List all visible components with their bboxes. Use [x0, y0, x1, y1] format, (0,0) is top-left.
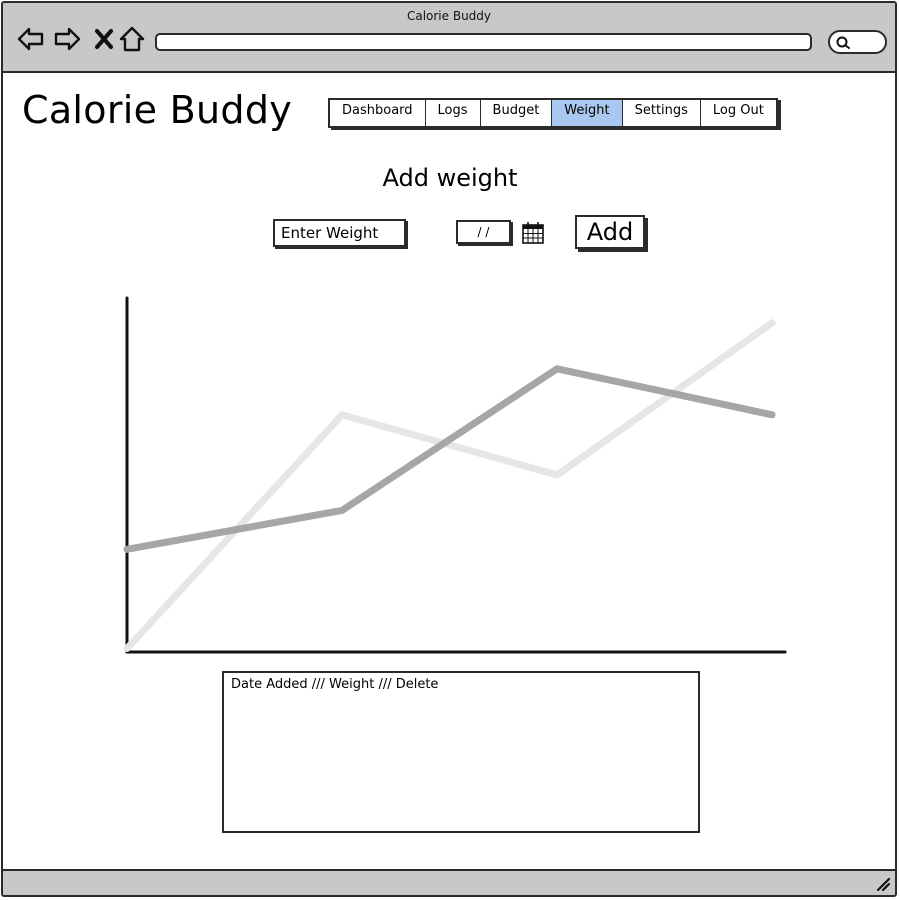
- calendar-icon[interactable]: [521, 221, 545, 245]
- browser-search[interactable]: [828, 30, 887, 54]
- app-title: Calorie Buddy: [22, 88, 293, 132]
- search-icon: [836, 36, 850, 49]
- weight-log-list: Date Added /// Weight /// Delete: [222, 671, 700, 833]
- weight-input[interactable]: [273, 219, 406, 247]
- window-title: Calorie Buddy: [406, 9, 492, 23]
- tab-log-out[interactable]: Log Out: [712, 103, 764, 118]
- tab-weight[interactable]: Weight: [552, 100, 623, 126]
- add-weight-heading: Add weight: [382, 164, 518, 192]
- series-line-1: [123, 365, 776, 553]
- date-field[interactable]: / /: [456, 220, 511, 244]
- tab-logs[interactable]: Logs: [426, 100, 481, 126]
- address-bar[interactable]: [155, 33, 812, 51]
- add-button[interactable]: Add: [575, 215, 645, 249]
- nav-tabs: Dashboard Logs Budget Weight Settings Lo…: [328, 98, 778, 128]
- log-header: Date Added /// Weight /// Delete: [231, 677, 439, 692]
- tab-dashboard[interactable]: Dashboard: [330, 100, 426, 126]
- back-arrow-icon[interactable]: [15, 25, 45, 53]
- tab-settings[interactable]: Settings: [623, 100, 701, 126]
- title-bar: Calorie Buddy: [3, 3, 895, 73]
- resize-grip-icon[interactable]: [875, 876, 891, 892]
- status-bar: [3, 869, 895, 895]
- forward-arrow-icon[interactable]: [53, 25, 83, 53]
- tab-budget[interactable]: Budget: [481, 100, 553, 126]
- close-icon[interactable]: [93, 25, 115, 53]
- weight-chart: [123, 296, 787, 654]
- home-icon[interactable]: [119, 25, 145, 53]
- series-line-2: [123, 319, 776, 652]
